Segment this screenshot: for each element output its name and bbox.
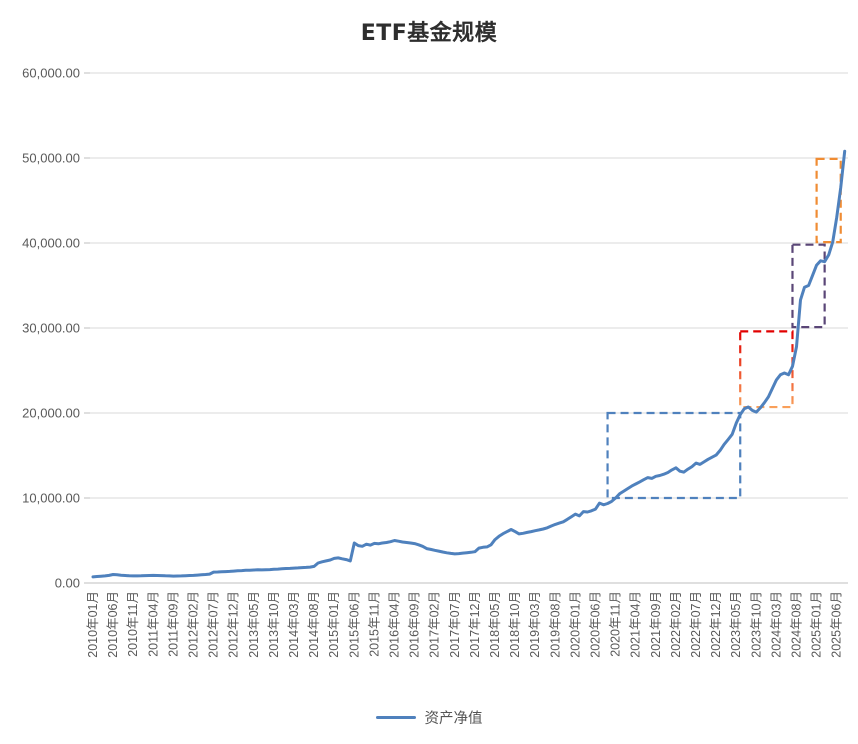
x-tick-label: 2024年08月 (790, 591, 804, 658)
legend-line-marker (375, 715, 416, 720)
series-line (91, 149, 847, 579)
x-tick-label: 2022年12月 (709, 591, 723, 658)
legend-series-label: 资产净值 (424, 711, 483, 727)
x-tick-label: 2012年07月 (207, 591, 221, 658)
stage-box-3 (791, 243, 826, 329)
x-tick-label: 2016年09月 (408, 591, 422, 658)
x-tick-label: 2011年09月 (166, 591, 180, 657)
x-tick-label: 2015年06月 (347, 591, 361, 658)
x-tick-label: 2011年04月 (146, 591, 160, 657)
y-tick-label: 60,000.00 (22, 66, 80, 81)
x-tick-label: 2022年07月 (689, 591, 703, 658)
y-tick-label: 0.00 (55, 576, 80, 591)
x-tick-label: 2021年09月 (649, 591, 663, 658)
x-tick-label: 2020年01月 (568, 591, 582, 658)
x-tick-label: 2021年04月 (629, 591, 643, 658)
x-tick-label: 2019年03月 (528, 591, 542, 658)
x-tick-label: 2023年05月 (729, 591, 743, 658)
y-tick-label: 10,000.00 (22, 491, 80, 506)
y-tick-label: 50,000.00 (22, 151, 80, 166)
stage-box-4 (815, 157, 842, 244)
x-tick-label: 2015年11月 (367, 591, 381, 657)
x-tick-label: 2015年01月 (327, 591, 341, 658)
x-tick-label: 2017年02月 (428, 591, 442, 658)
chart-title: ETF基金规模 (360, 21, 498, 46)
x-tick-label: 2014年03月 (287, 591, 301, 658)
stage-box-2 (739, 330, 794, 409)
x-tick-label: 2017年12月 (468, 591, 482, 658)
y-tick-label: 20,000.00 (22, 406, 80, 421)
stage-box-1 (606, 411, 742, 500)
x-tick-label: 2013年05月 (247, 591, 261, 658)
x-tick-label: 2020年06月 (589, 591, 603, 658)
x-tick-label: 2014年08月 (307, 591, 321, 658)
x-tick-label: 2012年02月 (187, 591, 201, 658)
x-tick-label: 2025年01月 (810, 591, 824, 658)
x-tick-label: 2010年06月 (106, 591, 120, 658)
x-tick-label: 2017年07月 (448, 591, 462, 658)
chart-legend: 资产净值 (0, 707, 858, 728)
x-tick-label: 2010年01月 (86, 591, 100, 658)
x-tick-label: 2022年02月 (669, 591, 683, 658)
y-tick-label: 40,000.00 (22, 236, 80, 251)
x-tick-label: 2012年12月 (227, 591, 241, 658)
x-tick-label: 2020年11月 (609, 591, 623, 657)
x-tick-label: 2018年05月 (488, 591, 502, 658)
x-tick-label: 2023年10月 (749, 591, 763, 658)
y-tick-label: 30,000.00 (22, 321, 80, 336)
x-tick-label: 2013年10月 (267, 591, 281, 658)
x-tick-label: 2016年04月 (388, 591, 402, 658)
x-tick-label: 2025年06月 (830, 591, 844, 658)
x-tick-label: 2024年03月 (769, 591, 783, 658)
x-tick-label: 2010年11月 (126, 591, 140, 657)
x-tick-label: 2018年10月 (508, 591, 522, 658)
x-tick-label: 2019年08月 (548, 591, 562, 658)
